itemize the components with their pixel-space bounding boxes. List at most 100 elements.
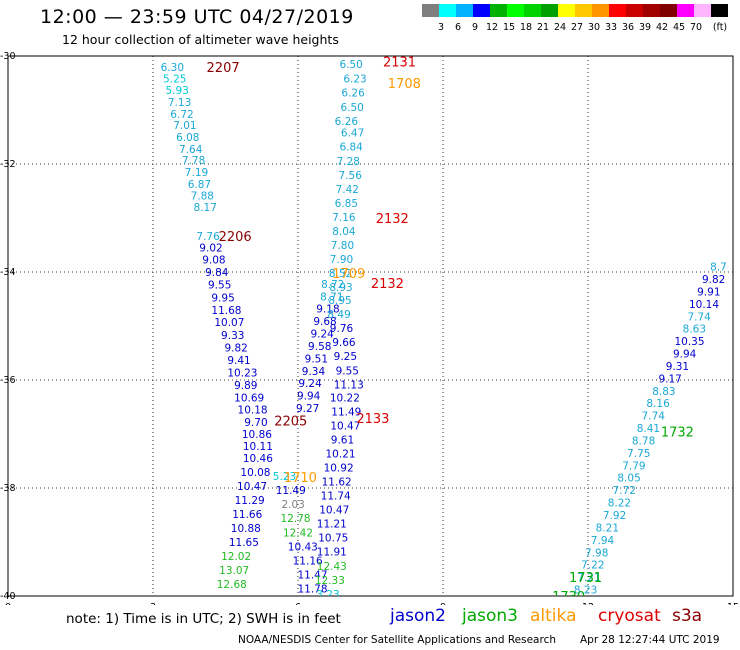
x-tick-label: 12	[582, 602, 594, 605]
colorbar-label: 24	[554, 22, 566, 33]
wave-height-label: 7.16	[332, 212, 356, 224]
y-tick-label: -40	[0, 591, 16, 602]
wave-height-label: 5.93	[165, 85, 188, 97]
wave-height-label: 9.91	[697, 286, 720, 298]
wave-height-label: 7.21	[577, 572, 600, 584]
wave-height-label: 8.83	[652, 386, 675, 398]
colorbar-swatch	[456, 4, 473, 17]
pass-time-annotation: 1732	[661, 425, 694, 440]
wave-height-label: 11.16	[293, 555, 323, 567]
wave-height-label: 5.23	[273, 471, 296, 483]
wave-height-label: 9.94	[673, 349, 697, 361]
pass-time-annotation: 2205	[274, 415, 307, 430]
wave-height-label: 9.25	[334, 351, 357, 363]
wave-height-label: 9.24	[310, 329, 334, 341]
wave-height-label: 7.80	[331, 240, 354, 252]
wave-height-label: 9.41	[227, 355, 250, 367]
wave-height-label: 9.33	[221, 330, 244, 342]
wave-height-label: 9.34	[302, 366, 326, 378]
wave-height-label: 8.71	[320, 291, 343, 303]
wave-height-label: 7.75	[627, 448, 650, 460]
wave-height-label: 11.74	[321, 491, 351, 503]
colorbar-label: 15	[503, 22, 515, 33]
colorbar-label: 21	[537, 22, 549, 33]
wave-height-label: 11.73	[300, 597, 330, 605]
pass-time-annotation: 1731	[569, 571, 602, 586]
wave-height-label: 10.35	[674, 336, 704, 348]
colorbar-swatch	[473, 4, 490, 17]
colorbar-label: 12	[486, 22, 498, 33]
colorbar-swatch	[558, 4, 575, 17]
wave-height-label: 11.29	[235, 495, 265, 507]
colorbar-label: 6	[455, 22, 461, 33]
wave-height-label: 7.19	[185, 167, 208, 179]
wave-height-label: 10.88	[231, 523, 261, 535]
pass-time-annotation: 1730	[552, 590, 585, 605]
colorbar-swatch	[439, 4, 456, 17]
wave-height-label: 6.30	[161, 62, 184, 74]
wave-height-label: 6.08	[176, 132, 199, 144]
wave-height-label: 9.61	[331, 434, 354, 446]
wave-height-label: 10.47	[319, 505, 349, 517]
page-title: 12:00 — 23:59 UTC 04/27/2019	[40, 6, 354, 28]
wave-height-label: 10.21	[326, 448, 356, 460]
x-tick-label: 0	[5, 602, 11, 605]
wave-height-label: 7.72	[613, 485, 636, 497]
wave-height-label: 9.08	[202, 255, 225, 267]
wave-height-label: 10.47	[237, 481, 267, 493]
wave-height-label: 9.68	[313, 316, 336, 328]
pass-time-annotation: 2133	[356, 412, 389, 427]
wave-height-label: 11.66	[232, 509, 262, 521]
wave-height-label: 7.79	[622, 460, 645, 472]
plot-frame	[7, 55, 734, 597]
wave-height-label: 12.78	[281, 513, 311, 525]
wave-height-label: 8.21	[596, 522, 619, 534]
legend-s3a: s3a	[672, 606, 703, 626]
wave-height-label: 7.74	[687, 311, 711, 323]
wave-height-label: 6.72	[170, 109, 193, 121]
wave-height-label: 7.74	[642, 411, 666, 423]
x-tick-label: 9	[440, 602, 446, 605]
wave-height-label: 7.28	[337, 156, 360, 168]
credit-line: NOAA/NESDIS Center for Satellite Applica…	[238, 634, 556, 646]
wave-height-label: 7.92	[603, 510, 626, 522]
y-tick-label: -38	[0, 483, 16, 494]
y-tick-label: -36	[0, 375, 16, 386]
wave-height-label: 8.93	[329, 282, 352, 294]
colorbar-label: 45	[673, 22, 685, 33]
wave-height-label: 9.55	[336, 365, 359, 377]
wave-height-label: 11.91	[317, 547, 347, 559]
wave-height-label: 9.18	[316, 304, 339, 316]
pass-time-annotation: 2207	[207, 61, 240, 76]
colorbar-label: 36	[622, 22, 634, 33]
wave-height-label: 6.87	[188, 179, 211, 191]
wave-height-label: 11.47	[297, 569, 327, 581]
wave-height-label: 10.23	[227, 367, 257, 379]
wave-height-label: 10.18	[238, 405, 268, 417]
wave-height-label: 11.13	[334, 379, 364, 391]
wave-height-label: 6.50	[339, 59, 362, 71]
wave-height-label: 8.04	[332, 226, 356, 238]
colorbar-label: 33	[605, 22, 617, 33]
wave-height-label: 12.68	[217, 579, 247, 591]
generation-timestamp: Apr 28 12:27:44 UTC 2019	[580, 634, 720, 646]
wave-height-label: 6.84	[339, 142, 363, 154]
wave-height-label: 10.14	[689, 299, 719, 311]
wave-height-label: 8.52	[329, 268, 352, 280]
colorbar-label: 9	[472, 22, 478, 33]
pass-time-annotation: 2131	[383, 55, 416, 70]
wave-height-label: 6.23	[343, 74, 366, 86]
colorbar-label: 30	[588, 22, 600, 33]
wave-height-label: 11.62	[322, 477, 352, 489]
wave-height-label: 5.25	[163, 74, 186, 86]
wave-height-label: 7.22	[581, 560, 604, 572]
colorbar-label: 18	[520, 22, 532, 33]
wave-height-label: 12.33	[315, 575, 345, 587]
wave-height-label: 7.56	[339, 170, 363, 182]
wave-height-label: 11.78	[297, 583, 327, 595]
legend-jason2: jason2	[390, 606, 446, 626]
wave-height-label: 11.68	[211, 305, 241, 317]
pass-time-annotation: 1710	[284, 471, 317, 486]
pass-time-annotation: 2132	[376, 212, 409, 227]
pass-time-annotation: 1709	[332, 267, 365, 282]
